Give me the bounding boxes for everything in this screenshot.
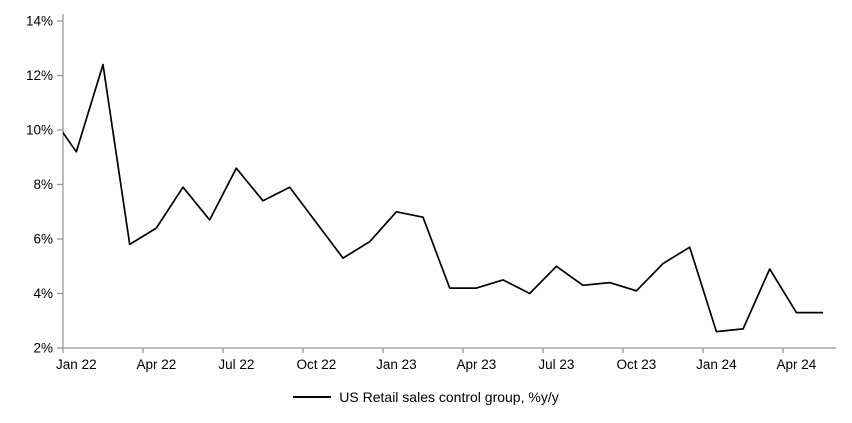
x-axis-tick-label: Apr 24 (777, 357, 817, 372)
y-axis-tick-label: 2% (33, 341, 53, 356)
x-axis-tick-label: Oct 23 (616, 357, 656, 372)
x-axis-tick-label: Jul 23 (538, 357, 574, 372)
chart-legend: US Retail sales control group, %y/y (0, 389, 852, 405)
x-axis-tick-label: Apr 22 (136, 357, 176, 372)
x-axis-tick-label: Jan 22 (56, 357, 97, 372)
y-axis-tick-label: 14% (26, 14, 53, 29)
x-axis-tick-label: Apr 23 (456, 357, 496, 372)
legend-label: US Retail sales control group, %y/y (339, 389, 559, 405)
y-axis-tick-label: 12% (26, 68, 53, 83)
y-axis-tick-label: 4% (33, 286, 53, 301)
y-axis-tick-label: 8% (33, 177, 53, 192)
y-axis-tick-label: 6% (33, 232, 53, 247)
x-axis-tick-label: Jan 24 (696, 357, 737, 372)
retail-sales-data-line (63, 63, 824, 333)
legend-line-swatch (293, 396, 332, 398)
x-axis-tick-label: Jul 22 (218, 357, 254, 372)
y-axis-tick-label: 10% (26, 123, 53, 138)
x-axis-tick-label: Oct 22 (296, 357, 336, 372)
x-axis-tick-label: Jan 23 (376, 357, 417, 372)
